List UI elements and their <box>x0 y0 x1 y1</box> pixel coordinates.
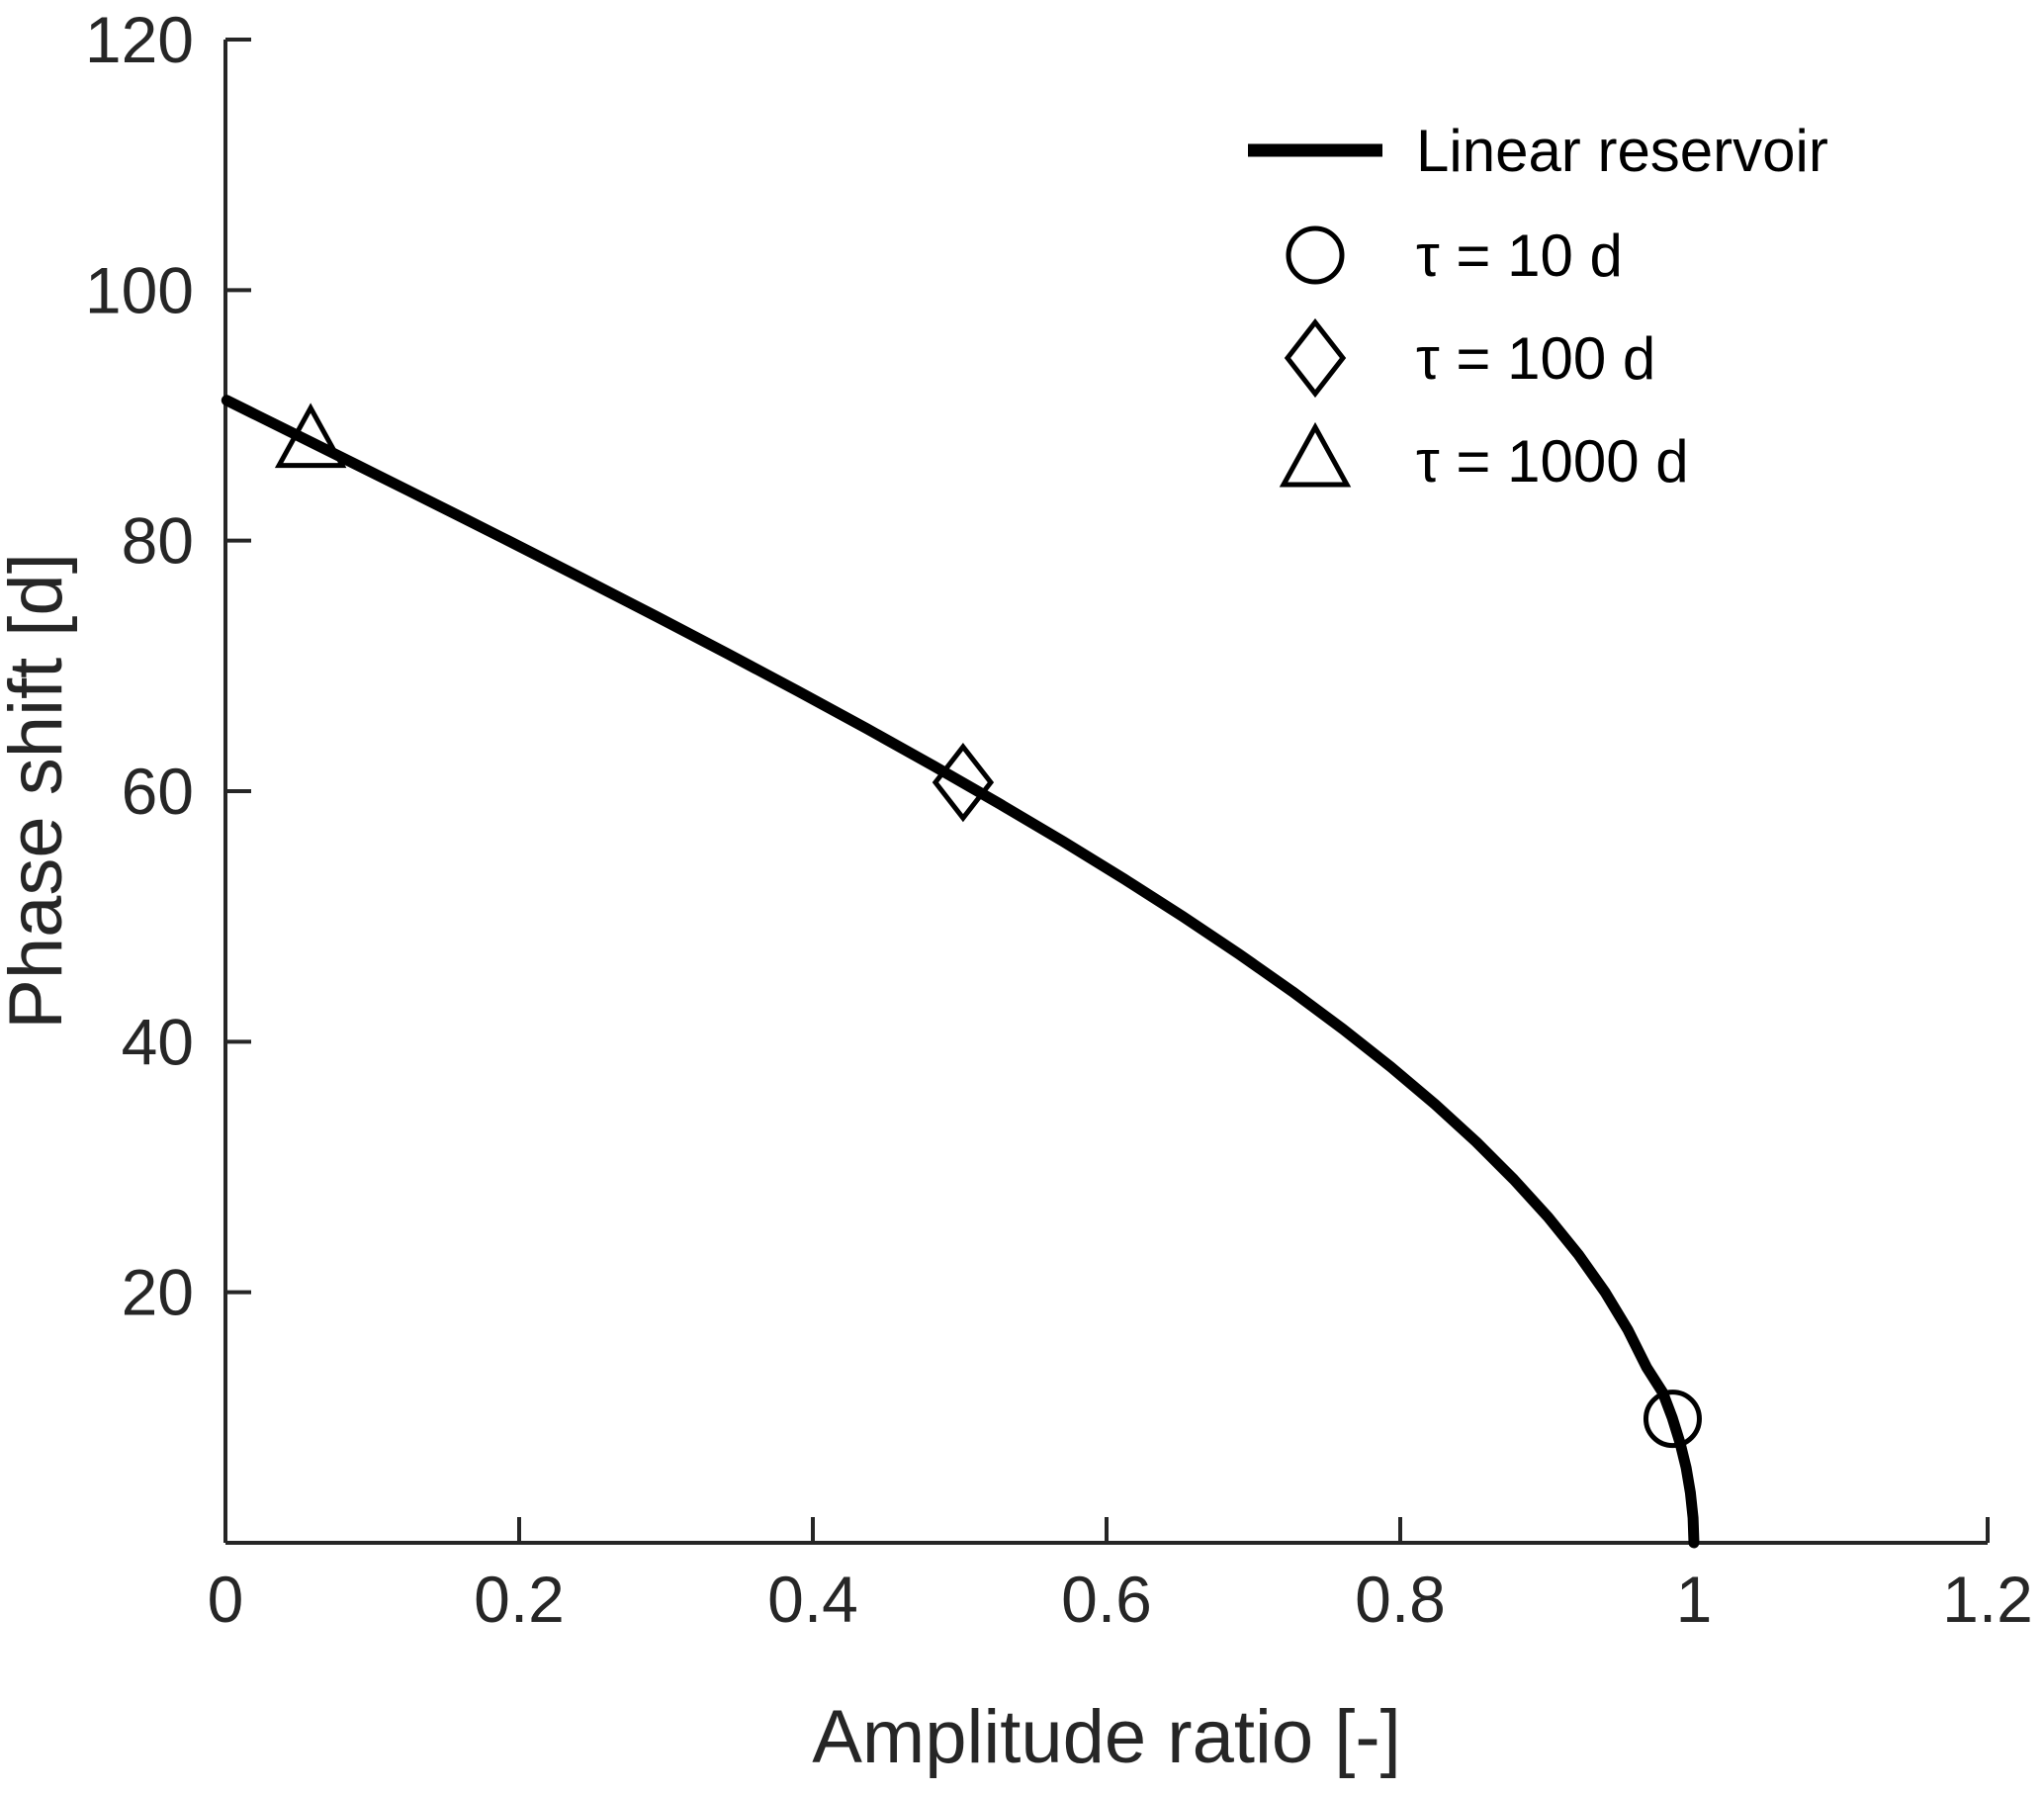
legend-label: τ = 10 d <box>1416 223 1623 289</box>
y-tick-label: 60 <box>122 755 194 828</box>
y-tick-label: 20 <box>122 1256 194 1329</box>
x-tick-label: 0.6 <box>1061 1563 1152 1636</box>
y-tick-label: 80 <box>122 504 194 578</box>
legend-label: Linear reservoir <box>1416 118 1828 184</box>
legend-circle-sample <box>1286 225 1345 285</box>
legend: Linear reservoir τ = 10 d τ = 100 d τ = 100… <box>1248 118 1828 494</box>
linear-reservoir-curve <box>221 395 1700 1549</box>
legend-item: τ = 10 d <box>1286 223 1623 289</box>
triangle-marker <box>274 403 347 469</box>
x-tick-label: 0.8 <box>1355 1563 1446 1636</box>
circle-marker <box>1643 1390 1702 1449</box>
legend-triangle-sample <box>1279 421 1352 488</box>
marker-layer <box>274 403 1702 1449</box>
axes: 0 0.2 0.4 0.6 0.8 1 1.2 20 40 60 80 100 120 <box>85 3 2033 1636</box>
x-tick-label: 1 <box>1676 1563 1713 1636</box>
legend-item: τ = 100 d <box>1284 317 1655 399</box>
legend-item: Linear reservoir <box>1248 118 1828 184</box>
x-tick-label: 0.2 <box>474 1563 565 1636</box>
y-tick-label: 100 <box>85 253 194 326</box>
legend-label: τ = 100 d <box>1416 325 1655 392</box>
y-tick-label: 120 <box>85 3 194 76</box>
y-tick-label: 40 <box>122 1005 194 1078</box>
x-tick-label: 1.2 <box>1942 1563 2033 1636</box>
diamond-marker <box>932 743 995 823</box>
x-axis-label: Amplitude ratio [-] <box>812 1695 1401 1779</box>
legend-label: τ = 1000 d <box>1416 428 1689 494</box>
curve-layer <box>221 395 1700 1549</box>
legend-diamond-sample <box>1284 317 1347 399</box>
y-axis-label: Phase shift [d] <box>0 553 78 1030</box>
legend-item: τ = 1000 d <box>1279 421 1689 494</box>
x-tick-label: 0 <box>208 1563 244 1636</box>
x-tick-label: 0.4 <box>767 1563 858 1636</box>
